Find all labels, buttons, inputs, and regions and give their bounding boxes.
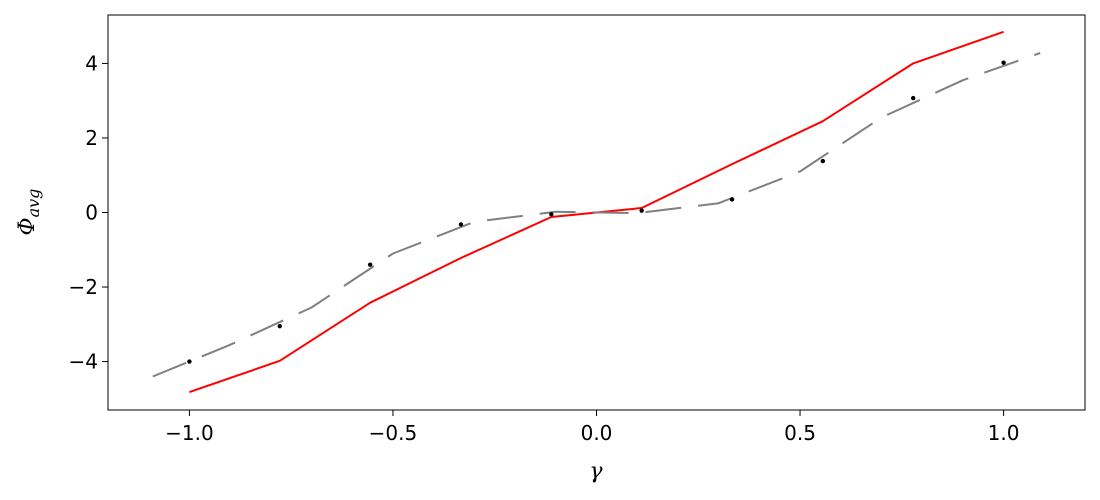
data-point: [729, 197, 735, 202]
data-point: [549, 212, 554, 217]
y-tick-label: 0: [85, 201, 98, 225]
y-axis-label-subscript: avg: [24, 189, 43, 218]
dashed-series-line: [152, 52, 1041, 378]
y-axis-label: Φavg: [15, 189, 43, 236]
data-point: [639, 208, 644, 213]
x-axis-ticks: −1.0 −0.5 0.0 0.5 1.0: [165, 410, 1019, 445]
series-layer: [152, 30, 1041, 394]
y-tick-label: 2: [85, 126, 98, 150]
x-tick-label: 0.0: [581, 421, 613, 445]
data-point: [277, 323, 282, 329]
y-axis-ticks: −4 −2 0 2 4: [69, 51, 108, 374]
x-tick-label: −1.0: [165, 421, 214, 445]
x-axis-label: γ: [589, 459, 603, 484]
x-tick-label: −0.5: [369, 421, 418, 445]
data-point: [187, 359, 192, 364]
data-point: [1001, 60, 1006, 65]
y-tick-label: 4: [85, 51, 98, 75]
data-point: [820, 158, 826, 164]
plot-area: [107, 14, 1086, 411]
y-axis-label-main: Φ: [15, 217, 40, 235]
data-point: [911, 95, 916, 101]
data-point: [458, 222, 464, 227]
x-tick-label: 1.0: [988, 421, 1020, 445]
y-tick-label: −2: [69, 275, 98, 299]
x-tick-label: 0.5: [784, 421, 816, 445]
data-point: [367, 262, 373, 267]
y-tick-label: −4: [69, 350, 98, 374]
